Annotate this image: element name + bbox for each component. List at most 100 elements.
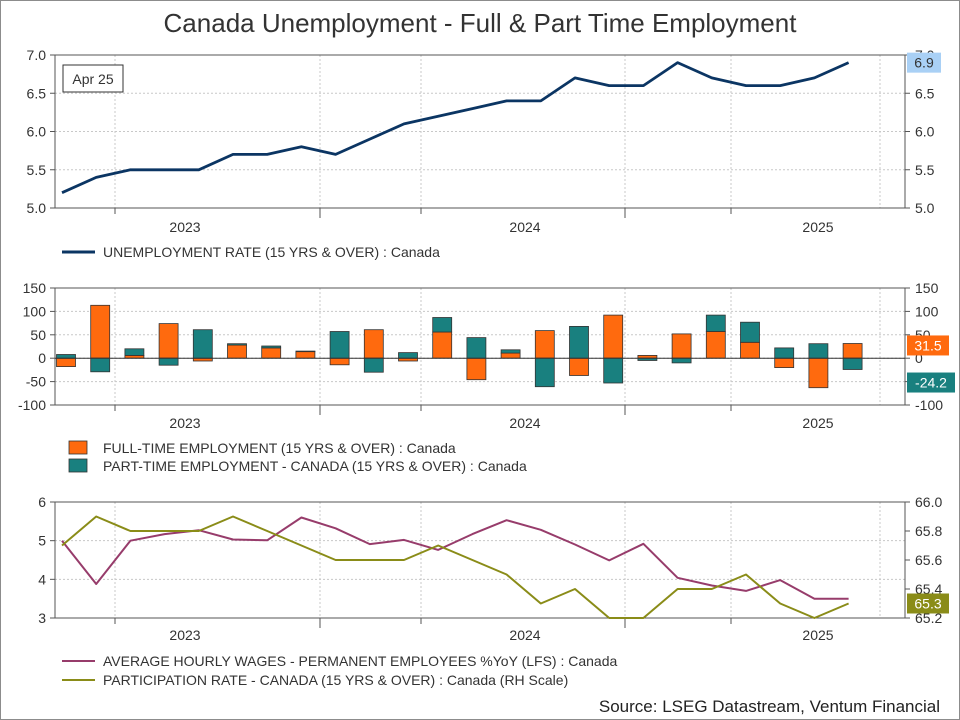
- y-tick-label-right: 5.5: [915, 162, 935, 178]
- y-tick-label-right: 6.5: [915, 85, 935, 101]
- parttime-bar: [808, 343, 829, 359]
- parttime-bar: [671, 357, 692, 364]
- middle-panel-frame: [54, 287, 906, 406]
- parttime-bar: [363, 357, 384, 373]
- parttime-bar: [432, 317, 453, 333]
- x-tick-label: 2025: [802, 219, 833, 235]
- y-tick-label-right: 65.6: [915, 552, 942, 568]
- y-tick-label-right: 65.8: [915, 523, 942, 539]
- x-tick-label: 2025: [802, 627, 833, 643]
- parttime-bar: [295, 350, 316, 353]
- parttime-bar: [398, 352, 418, 359]
- y-tick-label-right: 6.0: [915, 124, 935, 140]
- legend-unemployment: UNEMPLOYMENT RATE (15 YRS & OVER) : Cana…: [103, 244, 440, 260]
- unemployment-last-value-badge: [907, 52, 941, 73]
- participation-rate-line: [61, 515, 849, 619]
- y-tick-label-left: 6.0: [27, 124, 47, 140]
- fulltime-bar: [295, 350, 316, 359]
- y-tick-label-right: 100: [915, 303, 939, 319]
- y-tick-label-left: 6.5: [27, 85, 47, 101]
- fulltime-bar: [808, 357, 829, 389]
- fulltime-bar: [227, 344, 247, 359]
- y-tick-label-right: 0: [915, 350, 923, 366]
- fulltime-bar: [329, 357, 350, 366]
- top-panel-grid: [55, 54, 905, 209]
- fulltime-bar: [500, 352, 521, 359]
- x-tick-label: 2023: [169, 415, 200, 431]
- x-tick-label: 2023: [169, 627, 200, 643]
- y-tick-label-left: 50: [30, 327, 46, 343]
- y-tick-label-left: 7.0: [27, 47, 47, 63]
- legend-parttime: PART-TIME EMPLOYMENT - CANADA (15 YRS & …: [103, 458, 527, 474]
- date-annotation: Apr 25: [72, 71, 113, 87]
- y-tick-label-right: -100: [915, 397, 943, 413]
- fulltime-bar: [158, 323, 179, 359]
- parttime-bar: [740, 321, 760, 343]
- y-tick-label-left: 5: [38, 533, 46, 549]
- x-tick-label: 2024: [509, 219, 540, 235]
- legend-fulltime-swatch: [68, 440, 88, 455]
- fulltime-bar: [466, 357, 487, 381]
- y-tick-label-left: -50: [26, 374, 46, 390]
- y-tick-label-right: 5.0: [915, 200, 935, 216]
- x-tick-label: 2024: [509, 627, 540, 643]
- parttime-bar: [329, 331, 350, 359]
- x-tick-label: 2025: [802, 415, 833, 431]
- fulltime-bar: [603, 314, 624, 359]
- y-tick-label-left: 150: [23, 280, 47, 296]
- fulltime-bar: [705, 331, 726, 359]
- parttime-bar: [192, 329, 213, 359]
- parttime-bar: [158, 357, 179, 366]
- y-tick-label-left: 3: [38, 610, 46, 626]
- fulltime-bar: [740, 341, 760, 359]
- y-tick-label-left: 100: [23, 303, 47, 319]
- x-tick-label: 2023: [169, 219, 200, 235]
- parttime-bar: [705, 314, 726, 332]
- parttime-bar: [603, 357, 624, 384]
- top-panel-ticks: 2023202420255.05.05.55.56.06.06.56.57.07…: [27, 47, 935, 235]
- y-tick-label-left: -100: [18, 397, 46, 413]
- fulltime-bar: [534, 330, 555, 359]
- date-annotation-box: [62, 64, 124, 93]
- legend-wages: AVERAGE HOURLY WAGES - PERMANENT EMPLOYE…: [103, 653, 617, 669]
- y-tick-label-left: 5.0: [27, 200, 47, 216]
- legend-parttime-swatch: [68, 458, 88, 473]
- parttime-bar: [466, 337, 487, 359]
- parttime-bar: [227, 343, 247, 346]
- x-tick-label: 2024: [509, 415, 540, 431]
- parttime-bar: [842, 357, 863, 370]
- parttime-bar: [261, 345, 282, 349]
- middle-panel-ticks: 202320242025-100-100-50-5000505010010015…: [18, 280, 943, 431]
- parttime-bar: [124, 348, 145, 356]
- legend-participation: PARTICIPATION RATE - CANADA (15 YRS & OV…: [103, 672, 568, 688]
- parttime-bar: [774, 347, 795, 359]
- parttime-bar: [500, 349, 521, 354]
- legend-fulltime: FULL-TIME EMPLOYMENT (15 YRS & OVER) : C…: [103, 440, 456, 456]
- fulltime-bar: [432, 331, 453, 359]
- unemployment-rate-line: [61, 61, 850, 194]
- y-tick-label-right: 65.4: [915, 581, 942, 597]
- fulltime-bar: [569, 357, 589, 376]
- parttime-last-value-badge: [907, 372, 955, 393]
- parttime-bar: [56, 354, 76, 359]
- y-tick-label-right: 66.0: [915, 494, 942, 510]
- parttime-last-value: -24.2: [915, 375, 947, 391]
- fulltime-bar: [671, 333, 692, 359]
- parttime-bar: [569, 325, 589, 359]
- y-tick-label-right: 150: [915, 280, 939, 296]
- fulltime-bar: [774, 357, 795, 369]
- unemployment-last-value: 6.9: [914, 55, 934, 71]
- parttime-bar: [534, 357, 555, 388]
- bottom-panel-ticks: 2023 2024 2025 3 4 5 6 65.2 65.4 65.6 65.8 66.0: [38, 494, 942, 643]
- fulltime-bar: [90, 304, 111, 359]
- parttime-bar: [90, 357, 111, 373]
- y-tick-label-left: 5.5: [27, 162, 47, 178]
- source-note: Source: LSEG Datastream, Ventum Financia…: [599, 697, 940, 716]
- y-tick-label-left: 6: [38, 494, 46, 510]
- participation-last-value: 65.3: [914, 596, 941, 612]
- chart-title: Canada Unemployment - Full & Part Time E…: [164, 8, 798, 38]
- employment-bars: [56, 304, 863, 389]
- fulltime-last-value-badge: [907, 335, 949, 356]
- y-tick-label-left: 0: [38, 350, 46, 366]
